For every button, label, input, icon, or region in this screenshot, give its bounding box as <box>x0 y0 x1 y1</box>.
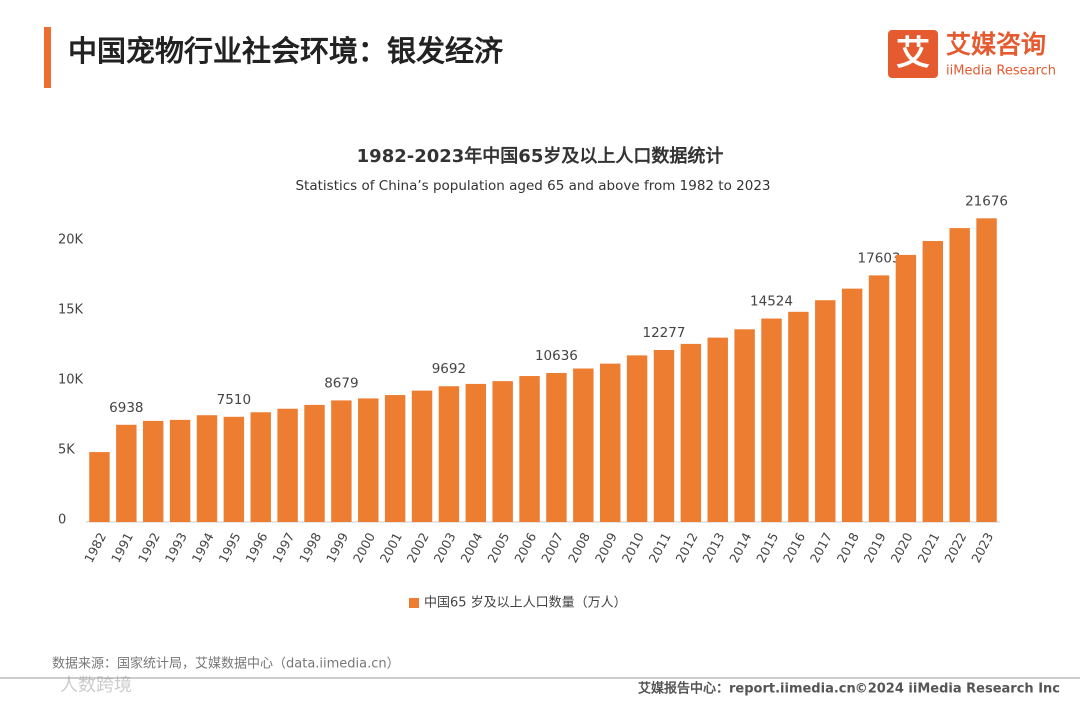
x-tick-label: 2018 <box>834 530 862 565</box>
bar <box>223 416 245 522</box>
bar <box>734 329 755 522</box>
bar <box>142 420 164 522</box>
x-tick-label: 2023 <box>968 530 996 565</box>
bar <box>384 395 406 522</box>
bar <box>438 386 460 522</box>
x-tick-label: 2012 <box>672 530 700 565</box>
x-tick-label: 2001 <box>377 530 405 565</box>
x-tick-label: 2008 <box>565 530 593 565</box>
bar <box>304 404 325 522</box>
data-label: 9692 <box>432 361 466 377</box>
bar <box>331 400 352 522</box>
copyright: ©2024 iiMedia Research Inc <box>855 682 1060 697</box>
bar <box>976 218 997 522</box>
bar <box>815 300 836 522</box>
bar <box>922 241 944 522</box>
bar <box>841 288 863 522</box>
y-tick-label: 10K <box>58 372 84 387</box>
y-tick-label: 20K <box>58 232 84 247</box>
bar <box>573 368 594 522</box>
bar <box>169 419 191 522</box>
bar <box>411 390 433 522</box>
data-label: 21676 <box>965 193 1008 209</box>
x-tick-label: 1995 <box>215 530 243 565</box>
x-tick-label: 2014 <box>726 530 754 565</box>
logo-box <box>888 30 938 78</box>
x-tick-label: 2019 <box>861 530 889 565</box>
data-label: 14524 <box>750 294 793 310</box>
x-tick-label: 2005 <box>484 530 512 565</box>
data-label: 10636 <box>535 348 578 364</box>
x-tick-label: 2004 <box>457 530 485 565</box>
x-tick-label: 2015 <box>753 530 781 565</box>
x-tick-label: 2017 <box>807 530 835 565</box>
x-tick-label: 2022 <box>941 530 969 565</box>
report-center: 艾媒报告中心：report.iimedia.cn <box>638 681 856 697</box>
bar <box>707 337 728 522</box>
x-tick-label: 1991 <box>108 530 136 565</box>
bar <box>653 350 675 522</box>
data-label: 17603 <box>858 250 901 266</box>
source-note: 数据来源：国家统计局，艾媒数据中心（data.iimedia.cn） <box>52 656 400 672</box>
x-tick-label: 2021 <box>914 530 942 565</box>
x-tick-label: 2010 <box>619 530 647 565</box>
watermark: 人数跨境 <box>60 675 132 696</box>
bar <box>626 355 648 522</box>
data-label: 8679 <box>324 375 358 391</box>
bar <box>519 376 540 522</box>
bar <box>680 343 702 522</box>
x-tick-label: 2016 <box>780 530 808 565</box>
bar <box>116 424 137 522</box>
data-label: 6938 <box>109 400 143 416</box>
bar <box>788 311 809 522</box>
x-tick-label: 1994 <box>189 530 217 565</box>
x-tick-label: 2009 <box>592 530 620 565</box>
bar <box>358 398 379 522</box>
x-tick-label: 1996 <box>242 530 270 565</box>
bar <box>949 228 970 522</box>
bar <box>89 452 110 522</box>
chart-title: 1982-2023年中国65岁及以上人口数据统计 <box>357 145 724 167</box>
bar <box>546 372 567 522</box>
x-tick-label: 2007 <box>538 530 566 565</box>
legend-label: 中国65 岁及以上人口数量（万人） <box>424 596 627 611</box>
x-tick-label: 1997 <box>269 530 297 565</box>
x-tick-label: 1993 <box>162 530 190 565</box>
y-tick-label: 5K <box>58 442 75 457</box>
y-tick-label: 0 <box>58 513 66 528</box>
bar <box>465 383 487 522</box>
data-label: 12277 <box>642 325 685 341</box>
legend-swatch <box>409 598 419 608</box>
bar <box>895 254 917 522</box>
x-tick-label: 1992 <box>135 530 163 565</box>
x-tick-label: 2000 <box>350 530 378 565</box>
y-tick-label: 15K <box>58 302 84 317</box>
title-accent <box>44 27 51 88</box>
x-tick-label: 2002 <box>404 530 432 565</box>
logo-mark: 艾 <box>896 34 930 74</box>
bar <box>761 318 782 522</box>
x-tick-label: 2003 <box>430 530 458 565</box>
bar <box>277 408 298 522</box>
x-tick-label: 2020 <box>887 530 915 565</box>
x-tick-label: 2011 <box>646 530 674 565</box>
bar <box>196 415 218 522</box>
x-tick-label: 2006 <box>511 530 539 565</box>
bar <box>599 363 621 522</box>
x-tick-label: 1998 <box>296 530 324 565</box>
data-label: 7510 <box>217 392 251 408</box>
bar <box>250 412 271 522</box>
bar <box>868 275 890 522</box>
logo-name: 艾媒咨询 <box>946 30 1046 59</box>
page-title: 中国宠物行业社会环境：银发经济 <box>68 34 504 68</box>
bar <box>492 381 513 522</box>
chart-subtitle: Statistics of China’s population aged 65… <box>295 178 770 194</box>
x-tick-label: 1982 <box>81 530 109 565</box>
x-tick-label: 2013 <box>699 530 727 565</box>
x-tick-label: 1999 <box>323 530 351 565</box>
logo-sub: iiMedia Research <box>946 64 1056 79</box>
